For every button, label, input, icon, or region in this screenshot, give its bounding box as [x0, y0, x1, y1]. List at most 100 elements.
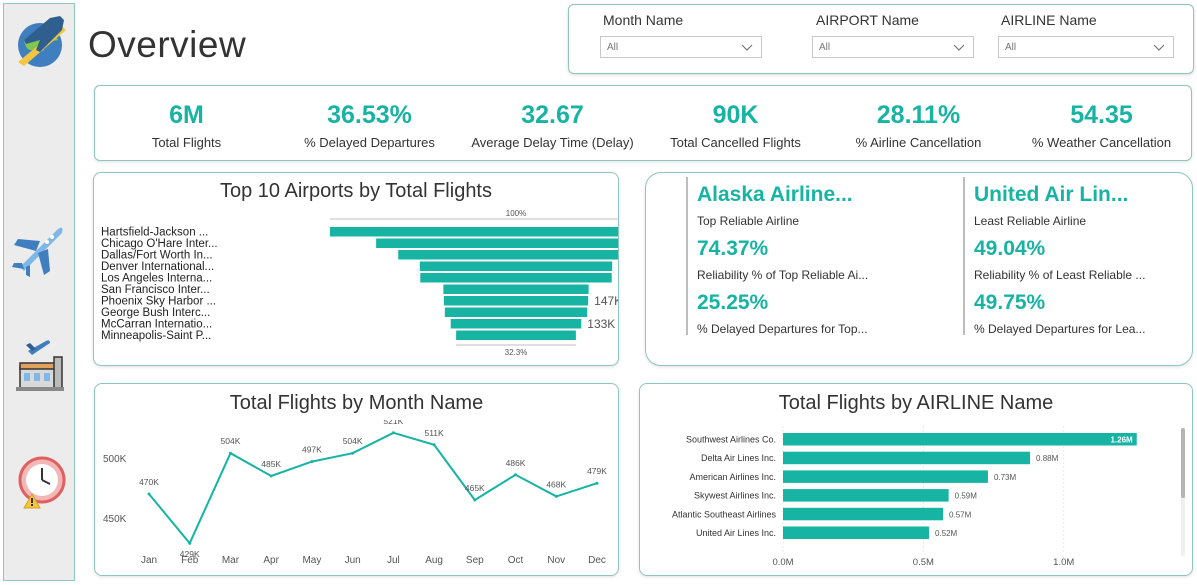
slicer-label-airport: AIRPORT Name: [816, 12, 919, 28]
bar-category-label: Southwest Airlines Co.: [686, 435, 776, 445]
x-tick-label: 0.5M: [913, 557, 934, 568]
line-data-label: 504K: [343, 436, 363, 446]
funnel-category-label: Chicago O'Hare Inter...: [101, 238, 218, 250]
kpi-airline-cancellation: 28.11% % Airline Cancellation: [827, 86, 1010, 160]
line-data-label: 504K: [221, 436, 241, 446]
top-airline-name: Alaska Airline...: [697, 183, 853, 206]
line-series-total-flights: [148, 431, 598, 546]
x-tick-label: Dec: [588, 555, 606, 566]
top-delayed-caption: % Delayed Departures for Top...: [697, 322, 868, 336]
kpi-label: % Delayed Departures: [304, 135, 435, 150]
bar-data-label: 0.57M: [949, 510, 972, 519]
funnel-bar: [443, 284, 589, 294]
least-delayed-caption: % Delayed Departures for Lea...: [974, 322, 1146, 336]
kpi-value: 36.53%: [327, 101, 412, 129]
airport-terminal-icon[interactable]: [10, 337, 70, 397]
funnel-category-label: Phoenix Sky Harbor ...: [101, 296, 216, 308]
kpi-value: 90K: [712, 101, 759, 129]
airline-bar: [783, 451, 1031, 465]
funnel-category-label: Dallas/Fort Worth In...: [101, 250, 213, 262]
x-tick-label: Jan: [141, 555, 157, 566]
x-tick-label: Mar: [222, 555, 240, 566]
line-point: [147, 492, 151, 496]
funnel-category-label: Hartsfield-Jackson ...: [101, 227, 208, 239]
bar-data-label: 0.73M: [994, 473, 1017, 482]
airplane-icon[interactable]: [10, 219, 70, 279]
x-tick-label: Jun: [345, 555, 361, 566]
bar-data-label: 0.88M: [1036, 454, 1059, 463]
airports-funnel-chart[interactable]: 100% Hartsfield-Jackson ...Chicago O'Hare…: [94, 205, 618, 365]
slicer-label-airline: AIRLINE Name: [1001, 12, 1097, 28]
x-tick-label: Aug: [425, 555, 443, 566]
top-reliable-column: Alaska Airline... Top Reliable Airline 7…: [686, 177, 916, 336]
line-point: [228, 451, 232, 455]
airline-bar: [783, 526, 929, 539]
delay-clock-icon[interactable]: [10, 452, 70, 512]
bar-category-label: American Airlines Inc.: [689, 472, 776, 482]
kpi-average-delay-time: 32.67 Average Delay Time (Delay): [461, 86, 644, 160]
funnel-category-label: Denver International...: [101, 261, 214, 273]
least-reliable-column: United Air Lin... Least Reliable Airline…: [963, 177, 1193, 336]
bar-data-label: 0.52M: [935, 529, 958, 538]
kpi-weather-cancellation: 54.35 % Weather Cancellation: [1010, 86, 1193, 160]
kpi-delayed-departures: 36.53% % Delayed Departures: [278, 86, 461, 160]
least-delayed-value: 49.75%: [974, 291, 1046, 314]
line-point: [310, 460, 314, 464]
airline-bar-chart[interactable]: 0.0M 0.5M 1.0M Southwest Airlines Co. 1.26M D…: [640, 420, 1192, 575]
kpi-label: % Weather Cancellation: [1031, 135, 1172, 150]
slicer-airline-dropdown[interactable]: All: [998, 36, 1174, 58]
x-tick-label: Feb: [181, 555, 199, 566]
funnel-bar: [330, 227, 618, 237]
bar-category-label: Atlantic Southeast Airlines: [672, 509, 777, 519]
top-reliability-caption: Reliability % of Top Reliable Ai...: [697, 268, 869, 282]
bar-category-label: United Air Lines Inc.: [696, 528, 776, 538]
least-airline-caption: Least Reliable Airline: [974, 214, 1087, 228]
kpi-value: 6M: [169, 101, 204, 129]
funnel-bar: [420, 273, 612, 283]
funnel-category-label: San Francisco Inter...: [101, 284, 210, 296]
line-data-label: 521K: [383, 420, 403, 426]
funnel-bar: [419, 261, 613, 271]
funnel-category-label: McCarran Internatio...: [101, 319, 212, 331]
chevron-down-icon: [953, 44, 965, 51]
funnel-bar: [450, 319, 582, 329]
globe-plane-icon[interactable]: [10, 12, 70, 72]
chart-title: Total Flights by AIRLINE Name: [778, 392, 1054, 414]
filter-panel: Month Name All AIRPORT Name All AIRLINE …: [568, 4, 1194, 74]
scrollbar-thumb[interactable]: [1181, 428, 1185, 498]
line-data-label: 485K: [261, 459, 281, 469]
line-point: [432, 443, 436, 447]
airline-bar-card: Total Flights by AIRLINE Name 0.0M 0.5M 1.…: [639, 383, 1193, 576]
kpi-label: Total Flights: [151, 135, 222, 150]
line-point: [351, 451, 355, 455]
slicer-airport-value: All: [819, 42, 831, 53]
line-point: [595, 481, 599, 485]
bar-data-label: 1.26M: [1110, 436, 1133, 445]
slicer-month-value: All: [607, 42, 619, 53]
page-title: Overview: [88, 24, 247, 65]
y-tick-label: 450K: [103, 514, 127, 525]
x-tick-label: May: [302, 555, 321, 566]
chevron-down-icon: [741, 44, 753, 51]
line-point: [188, 541, 192, 545]
least-airline-name: United Air Lin...: [974, 183, 1129, 206]
line-data-label: 429K: [180, 549, 200, 559]
line-data-label: 468K: [546, 479, 566, 489]
chart-title: Top 10 Airports by Total Flights: [220, 180, 492, 202]
chart-title: Total Flights by Month Name: [229, 392, 484, 414]
line-point: [554, 494, 558, 498]
funnel-bar: [456, 330, 576, 340]
kpi-strip: 6M Total Flights 36.53% % Delayed Depart…: [94, 85, 1192, 161]
slicer-airport-dropdown[interactable]: All: [812, 36, 974, 58]
funnel-category-label: George Bush Interc...: [101, 307, 210, 319]
bar-data-label: 0.59M: [955, 492, 978, 501]
funnel-data-label: 147K: [594, 294, 618, 308]
sidebar: [3, 3, 75, 581]
top-delayed-value: 25.25%: [697, 291, 769, 314]
airline-bar: [783, 489, 949, 502]
funnel-bar: [444, 307, 588, 317]
chevron-down-icon: [1153, 44, 1165, 51]
bar-category-label: Delta Air Lines Inc.: [701, 453, 776, 463]
slicer-month-dropdown[interactable]: All: [600, 36, 762, 58]
